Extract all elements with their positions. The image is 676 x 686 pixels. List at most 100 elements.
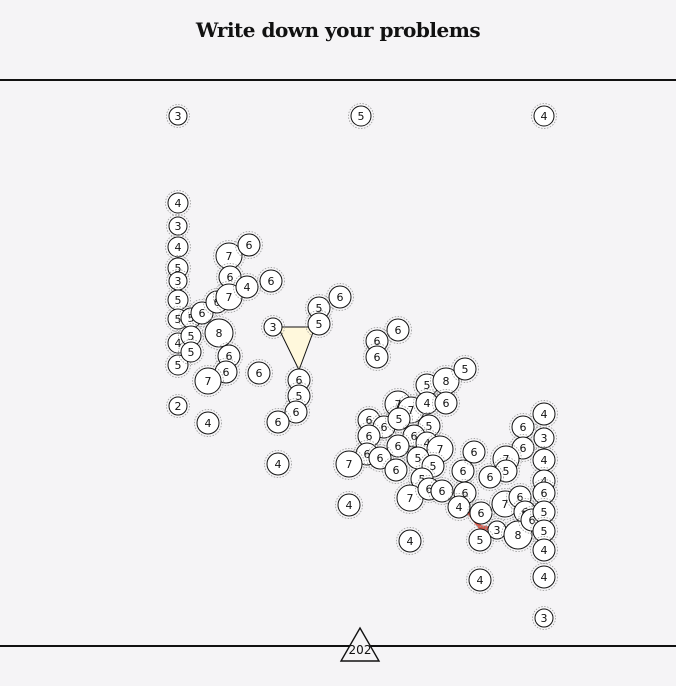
number-node[interactable]: 5 [305,310,333,338]
number-node[interactable]: 6 [363,343,391,371]
number-node[interactable]: 6 [432,389,460,417]
node-halo [257,267,285,295]
number-node[interactable]: 6 [449,457,477,485]
number-node[interactable]: 4 [264,450,292,478]
number-node[interactable]: 6 [366,444,394,472]
number-node[interactable]: 6 [467,499,495,527]
node-label: 6 [487,471,494,484]
number-node[interactable]: 6 [460,438,488,466]
number-node[interactable]: 5 [348,103,374,129]
number-node[interactable]: 8 [202,316,236,350]
node-label: 4 [424,437,431,450]
number-node[interactable]: 5 [385,405,413,433]
node-label: 6 [374,351,381,364]
number-node[interactable]: 4 [530,400,558,428]
number-node[interactable]: 4 [531,103,557,129]
number-node[interactable]: 4 [530,446,558,474]
number-node[interactable]: 5 [466,526,494,554]
number-node[interactable]: 6 [264,408,292,436]
node-label: 4 [541,454,548,467]
node-halo [531,425,557,451]
number-node[interactable]: 7 [192,365,224,397]
node-halo [245,359,273,387]
node-circle [387,407,411,431]
number-node[interactable]: 4 [165,190,191,216]
number-node[interactable]: 6 [285,366,313,394]
number-node[interactable]: 6 [476,463,504,491]
number-node[interactable]: 3 [532,606,556,630]
number-node[interactable]: 6 [245,359,273,387]
number-node[interactable]: 4 [530,563,558,591]
node-label: 4 [541,110,548,123]
node-halo [166,214,190,238]
number-node[interactable]: 4 [466,566,494,594]
node-label: 7 [205,375,212,388]
node-halo [363,343,391,371]
number-node[interactable]: 6 [384,316,412,344]
node-label: 5 [419,473,426,486]
number-node[interactable]: 7 [213,281,245,313]
number-node[interactable]: 4 [165,234,191,260]
number-node[interactable]: 4 [530,536,558,564]
node-halo [466,526,494,554]
number-node[interactable]: 3 [261,315,285,339]
node-halo [476,463,504,491]
number-node[interactable]: 7 [213,240,245,272]
node-label: 5 [426,420,433,433]
number-node[interactable]: 5 [165,352,191,378]
node-label: 8 [216,327,223,340]
number-node[interactable]: 3 [166,214,190,238]
number-node[interactable]: 6 [326,283,354,311]
node-circle [307,312,331,336]
node-halo [165,287,191,313]
node-label: 4 [541,408,548,421]
node-halo [165,234,191,260]
node-halo [202,316,236,350]
node-circle [532,402,556,426]
number-node[interactable]: 6 [384,432,412,460]
number-node[interactable]: 5 [178,339,204,365]
number-node[interactable]: 7 [394,482,426,514]
number-node[interactable]: 7 [333,448,365,480]
node-label: 4 [175,241,182,254]
number-node[interactable]: 6 [428,477,456,505]
number-node[interactable]: 3 [166,104,190,128]
node-label: 5 [296,390,303,403]
node-label: 7 [407,492,414,505]
node-label: 6 [296,374,303,387]
number-node[interactable]: 5 [451,355,479,383]
number-node[interactable]: 4 [396,527,424,555]
node-label: 3 [175,275,182,288]
number-node[interactable]: 6 [509,413,537,441]
node-circle [337,493,361,517]
number-node[interactable]: 4 [445,493,473,521]
node-circle [167,236,189,258]
node-halo [382,456,410,484]
number-node[interactable]: 6 [382,456,410,484]
selected-polygon[interactable] [277,326,316,372]
node-label: 4 [275,458,282,471]
number-node[interactable]: 2 [166,394,190,418]
node-halo [166,394,190,418]
number-node[interactable]: 3 [531,425,557,451]
node-label: 3 [175,110,182,123]
node-label: 6 [439,485,446,498]
number-node[interactable]: 4 [194,409,222,437]
node-circle [235,275,259,299]
number-node[interactable]: 6 [235,231,263,259]
number-node[interactable]: 3 [166,269,190,293]
node-circle [533,427,555,449]
node-halo [166,269,190,293]
node-label: 5 [316,302,323,315]
node-label: 4 [175,337,182,350]
node-label: 6 [393,464,400,477]
number-node[interactable]: 5 [178,323,204,349]
number-node[interactable]: 4 [335,491,363,519]
number-node[interactable]: 6 [257,267,285,295]
node-label: 5 [503,465,510,478]
move-counter-badge: 202 [338,626,382,664]
number-node[interactable]: 4 [233,273,261,301]
node-label: 5 [175,313,182,326]
node-label: 6 [471,446,478,459]
